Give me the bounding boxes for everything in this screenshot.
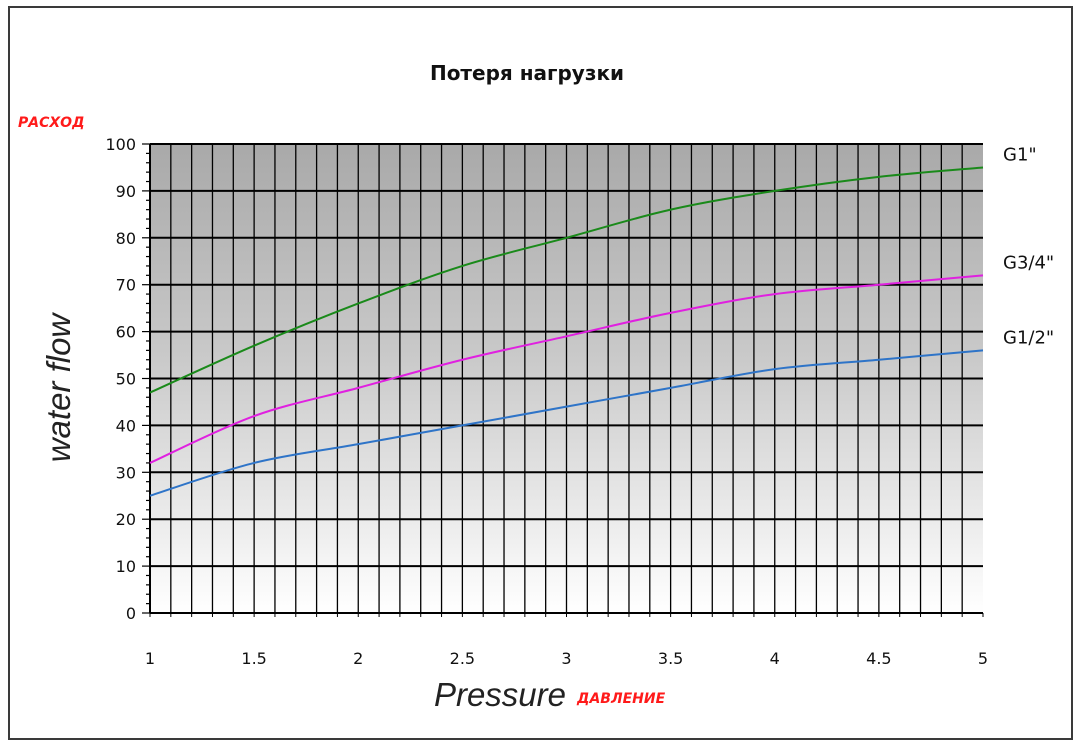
chart-frame: Потеря нагрузки РАСХОД water flow Pressu…	[8, 6, 1073, 740]
y-tick-label: 80	[116, 229, 136, 248]
chart: Потеря нагрузки РАСХОД water flow Pressu…	[18, 61, 1054, 713]
series-label: G1"	[1003, 144, 1037, 165]
grid	[150, 143, 983, 613]
y-tick-label: 40	[116, 416, 136, 435]
y-tick-label: 30	[116, 463, 136, 482]
axes	[142, 143, 984, 617]
y-axis-title: water flow	[40, 312, 77, 463]
y-tick-label: 90	[116, 182, 136, 201]
y-tick-label: 0	[126, 604, 136, 623]
x-tick-label: 1.5	[241, 649, 266, 668]
x-tick-label: 3.5	[658, 649, 683, 668]
x-axis-label-ru: ДАВЛЕНИЕ	[576, 691, 666, 707]
chart-title: Потеря нагрузки	[430, 61, 624, 85]
series-label: G3/4"	[1003, 252, 1054, 273]
labels: 0 10 20 30 40 50 60 70 80 90 100 1 1.5 2 2.5 3 3.5 4 4.5 5 G…	[105, 135, 1054, 668]
x-axis-title: Pressure	[434, 676, 566, 713]
series-label: G1/2"	[1003, 327, 1054, 348]
y-tick-label: 70	[116, 276, 136, 295]
x-tick-label: 4	[770, 649, 780, 668]
x-tick-label: 1	[145, 649, 155, 668]
series-lines	[149, 166, 984, 497]
y-axis-label-ru: РАСХОД	[18, 115, 85, 131]
x-tick-label: 2	[353, 649, 363, 668]
y-tick-label: 10	[116, 557, 136, 576]
y-tick-label: 20	[116, 510, 136, 529]
y-tick-label: 100	[105, 135, 136, 154]
y-tick-label: 50	[116, 370, 136, 389]
x-tick-label: 2.5	[450, 649, 475, 668]
series-line	[149, 166, 984, 394]
x-tick-label: 5	[978, 649, 988, 668]
x-tick-label: 4.5	[866, 649, 891, 668]
series-line	[149, 349, 984, 497]
y-tick-label: 60	[116, 323, 136, 342]
x-tick-label: 3	[561, 649, 571, 668]
series-line	[149, 274, 984, 464]
